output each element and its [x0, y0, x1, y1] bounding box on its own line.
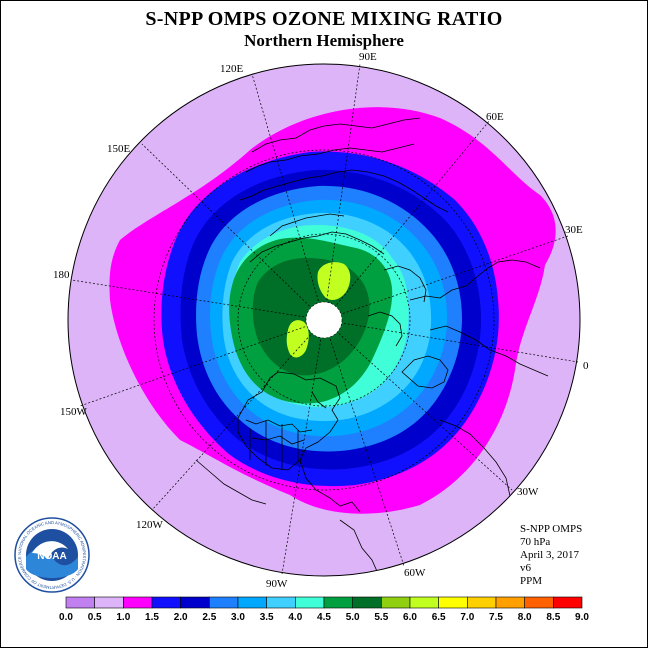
colorbar-tick-label: 0.5 [88, 612, 102, 623]
colorbar-tick-label: 4.5 [317, 612, 331, 623]
lon-label-150e: 150E [107, 143, 131, 155]
map-subtitle: Northern Hemisphere [244, 31, 404, 50]
meridian-60e [323, 119, 491, 321]
ozone-peak-2 [286, 320, 309, 358]
colorbar-swatch [209, 596, 239, 609]
meridian-120w [151, 319, 325, 511]
colorbar-swatch [495, 596, 525, 609]
latitude-circle-30 [153, 149, 495, 491]
meridian-150w [79, 319, 325, 407]
colorbar-swatch [352, 596, 382, 609]
colorbar-tick-label: 6.0 [403, 612, 417, 623]
info-block: S-NPP OMPS 70 hPa April 3, 2017 v6 PPM [520, 523, 582, 588]
meridian-0 [323, 319, 579, 363]
noaa-logo: NOAA NATIONAL OCEANIC AND ATMOSPHERIC AD… [14, 517, 90, 593]
colorbar-tick-label: 1.0 [116, 612, 130, 623]
colorbar-swatch [381, 596, 411, 609]
map-title: S-NPP OMPS OZONE MIXING RATIO [145, 8, 503, 30]
colorbar-swatch [295, 596, 325, 609]
colorbar-tick-label: 2.0 [174, 612, 188, 623]
colorbar-swatch [151, 596, 181, 609]
lon-label-60w: 60W [404, 567, 426, 579]
lon-label-120e: 120E [220, 63, 244, 75]
colorbar: 0.0 0.5 1.0 1.5 2.0 2.5 3.0 3.5 4.0 4.5 5.0 5.5 6.0 6… [59, 596, 589, 623]
colorbar-tick-label: 5.0 [346, 612, 360, 623]
ozone-peak-1 [317, 262, 351, 300]
colorbar-swatch [409, 596, 439, 609]
info-units: PPM [520, 575, 543, 587]
meridian-90e [323, 63, 361, 321]
lon-label-120w: 120W [136, 519, 164, 531]
colorbar-tick-label: 7.5 [489, 612, 503, 623]
colorbar-swatch [438, 596, 468, 609]
latitude-circle-60 [237, 233, 411, 407]
meridian-90w [281, 319, 325, 575]
colorbar-tick-label: 4.0 [288, 612, 302, 623]
lon-label-90w: 90W [266, 578, 288, 590]
colorbar-tick-label: 2.5 [202, 612, 216, 623]
lon-label-30w: 30W [517, 486, 539, 498]
lon-label-60e: 60E [486, 111, 504, 123]
meridian-120e [251, 73, 325, 321]
map-boundary [67, 63, 581, 577]
colorbar-swatch [237, 596, 267, 609]
colorbar-swatch [180, 596, 210, 609]
colorbar-tick-label: 6.5 [432, 612, 446, 623]
meridian-30e [323, 235, 569, 321]
colorbar-tick-label: 5.5 [374, 612, 388, 623]
colorbar-tick-label: 1.5 [145, 612, 159, 623]
colorbar-tick-label: 9.0 [575, 612, 589, 623]
info-date: April 3, 2017 [520, 549, 579, 561]
polar-data-gap [305, 301, 343, 339]
colorbar-swatch [323, 596, 353, 609]
noaa-logo-text: NOAA [37, 551, 66, 562]
lon-label-180: 180 [53, 269, 70, 281]
colorbar-tick-label: 8.0 [518, 612, 532, 623]
colorbar-tick-label: 8.5 [546, 612, 560, 623]
lon-label-150w: 150W [60, 406, 88, 418]
colorbar-swatch [524, 596, 554, 609]
info-pressure: 70 hPa [520, 536, 551, 548]
longitude-labels: 120E 90E 60E 150E 30E 180 0 150W 30W 120… [53, 51, 589, 590]
colorbar-swatch [467, 596, 497, 609]
coastlines [195, 117, 549, 576]
info-instrument: S-NPP OMPS [520, 523, 583, 535]
meridian-60w [323, 319, 405, 567]
info-version: v6 [520, 562, 531, 574]
colorbar-swatch [123, 596, 153, 609]
colorbar-tick-label: 7.0 [460, 612, 474, 623]
lon-label-30e: 30E [565, 224, 583, 236]
colorbar-swatch [94, 596, 124, 609]
colorbar-tick-label: 3.0 [231, 612, 245, 623]
lon-label-90e: 90E [359, 51, 377, 63]
colorbar-swatch [553, 596, 583, 609]
ozone-field [68, 64, 580, 576]
lon-label-0: 0 [583, 360, 589, 372]
colorbar-tick-label: 0.0 [59, 612, 73, 623]
colorbar-swatch [266, 596, 296, 609]
colorbar-tick-label: 3.5 [260, 612, 274, 623]
graticule [71, 63, 579, 575]
colorbar-swatch [65, 596, 95, 609]
meridian-180 [71, 279, 325, 321]
